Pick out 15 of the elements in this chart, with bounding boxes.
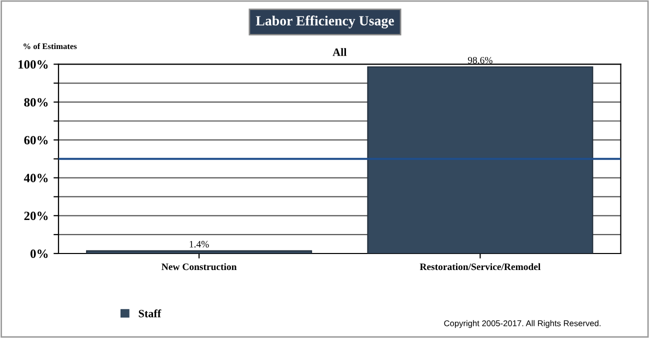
y-tick-label: 40% (24, 174, 48, 182)
y-tick-label: 0% (30, 250, 48, 258)
y-tick-label: 80% (24, 98, 48, 107)
data-label: 1.4% (190, 240, 209, 248)
y-tick-label: 20% (24, 212, 48, 220)
data-label: 98.6% (468, 56, 492, 64)
chart-title: Labor Efficiency Usage (256, 16, 394, 28)
legend-label: Staff (138, 309, 162, 318)
x-tick-label: New Construction (162, 263, 237, 270)
y-axis-title: % of Estimates (24, 43, 77, 50)
chart-subtitle: All (332, 48, 347, 56)
y-tick-label: 60% (24, 136, 48, 144)
x-tick-label: Restoration/Service/Remodel (420, 263, 540, 270)
y-tick-label: 100% (18, 60, 48, 69)
text: Copyright 2005-2017. All Rights Reserved. (444, 320, 600, 328)
